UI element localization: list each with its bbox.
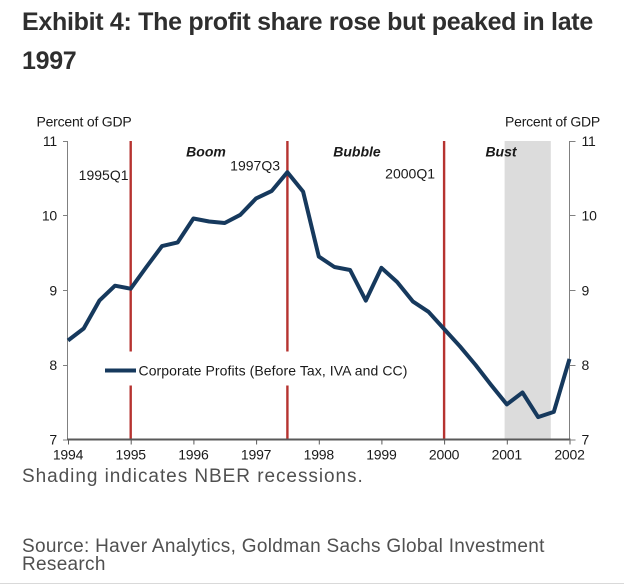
svg-text:8: 8 — [582, 357, 590, 373]
svg-text:2002: 2002 — [554, 446, 585, 462]
svg-text:Percent of GDP: Percent of GDP — [37, 114, 132, 130]
svg-text:7: 7 — [582, 432, 590, 448]
svg-text:Boom: Boom — [186, 144, 226, 160]
svg-text:1997Q3: 1997Q3 — [230, 158, 280, 174]
svg-text:Bust: Bust — [485, 144, 517, 160]
svg-text:8: 8 — [49, 357, 57, 373]
svg-text:11: 11 — [582, 133, 597, 149]
svg-text:1997: 1997 — [241, 446, 272, 462]
svg-text:Percent of GDP: Percent of GDP — [505, 114, 600, 130]
svg-text:10: 10 — [582, 208, 598, 224]
svg-text:Corporate Profits (Before Tax,: Corporate Profits (Before Tax, IVA and C… — [139, 363, 408, 379]
svg-text:1995: 1995 — [116, 446, 147, 462]
svg-text:9: 9 — [582, 282, 590, 298]
svg-text:2000Q1: 2000Q1 — [385, 166, 435, 182]
svg-text:10: 10 — [42, 208, 58, 224]
svg-text:7: 7 — [49, 432, 57, 448]
svg-text:9: 9 — [49, 282, 57, 298]
svg-text:Bubble: Bubble — [333, 144, 381, 160]
svg-text:1996: 1996 — [178, 446, 209, 462]
svg-text:1995Q1: 1995Q1 — [79, 167, 129, 183]
svg-text:1998: 1998 — [304, 446, 335, 462]
svg-text:11: 11 — [43, 133, 58, 149]
svg-text:2000: 2000 — [429, 446, 460, 462]
svg-text:1999: 1999 — [366, 446, 397, 462]
svg-text:2001: 2001 — [492, 446, 523, 462]
svg-text:1994: 1994 — [53, 446, 84, 462]
